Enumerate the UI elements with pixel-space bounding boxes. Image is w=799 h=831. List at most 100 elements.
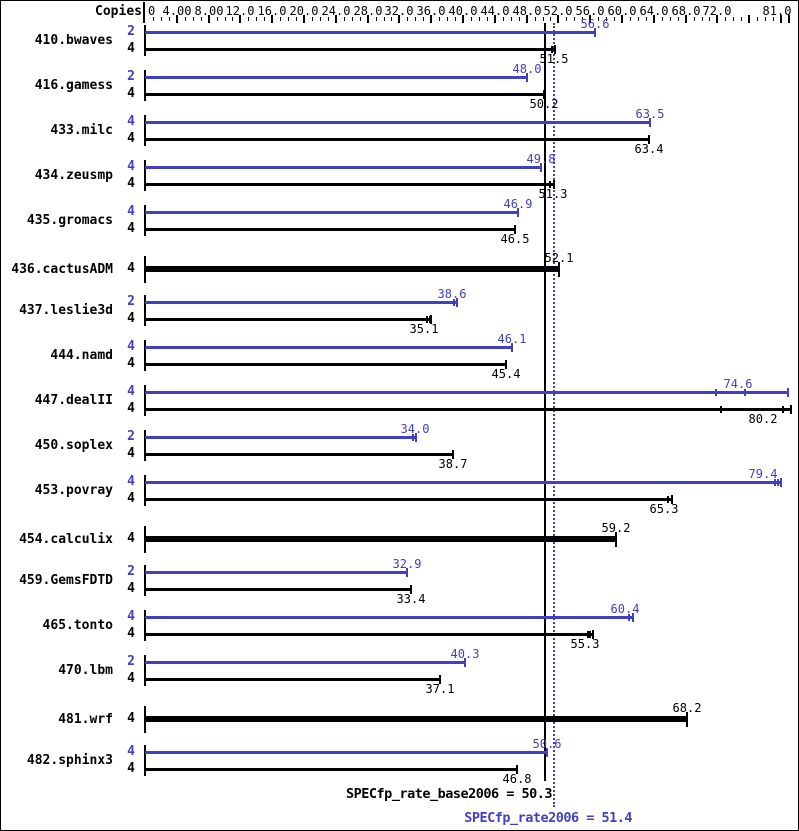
axis-minor-tick	[320, 17, 321, 21]
copies-value: 4	[127, 159, 135, 174]
bar-peak	[145, 436, 416, 439]
bar-peak	[145, 661, 465, 664]
axis-minor-tick	[280, 17, 281, 21]
axis-tick-label: 24.0	[321, 4, 351, 18]
bar-value-label: 38.6	[437, 287, 467, 301]
bar-value-label: 63.4	[634, 142, 664, 156]
bar-base	[145, 768, 517, 771]
axis-tick-label: 60.0	[607, 4, 637, 18]
copies-value: 4	[127, 86, 135, 101]
copies-value: 4	[127, 761, 135, 776]
axis-minor-tick	[407, 17, 408, 21]
axis-minor-tick	[725, 17, 726, 21]
bar-base	[145, 453, 453, 456]
axis-minor-tick	[352, 17, 353, 21]
benchmark-label: 436.cactusADM	[11, 262, 113, 277]
axis-tick-label: 44.0	[480, 4, 510, 18]
bar-group-spine	[144, 70, 146, 101]
bar-value-label: 63.5	[635, 107, 665, 121]
bar-peak	[145, 571, 407, 574]
bar-end-cap	[406, 568, 408, 577]
copies-value: 4	[127, 114, 135, 129]
axis-tick-label: 48.0	[512, 4, 542, 18]
axis-minor-tick	[773, 17, 774, 21]
axis-minor-tick	[630, 17, 631, 21]
axis-tick-label: 56.0	[575, 4, 605, 18]
bar-base	[145, 228, 515, 231]
copies-value: 4	[127, 531, 135, 546]
axis-minor-tick	[161, 17, 162, 21]
copies-value: 4	[127, 609, 135, 624]
bar-base	[145, 588, 411, 591]
axis-origin-line	[143, 2, 145, 23]
copies-value: 4	[127, 401, 135, 416]
axis-minor-tick	[662, 17, 663, 21]
axis-minor-tick	[678, 17, 679, 21]
bar-end-cap	[526, 73, 528, 82]
axis-tick-label: 52.0	[543, 4, 573, 18]
bar-value-label: 40.3	[450, 647, 480, 661]
copies-value: 4	[127, 581, 135, 596]
axis-minor-tick	[296, 17, 297, 21]
axis-tick-label: 64.0	[639, 4, 669, 18]
bar-value-label: 50.2	[529, 97, 559, 111]
axis-major-tick	[430, 15, 432, 23]
axis-minor-tick	[391, 17, 392, 21]
bar-value-label: 38.7	[438, 457, 468, 471]
axis-tick-label: 20.0	[289, 4, 319, 18]
bar-value-label: 60.4	[610, 602, 640, 616]
bar-group-spine	[144, 610, 146, 641]
copies-value: 4	[127, 711, 135, 726]
axis-tick-label: 4.00	[162, 4, 192, 18]
copies-value: 4	[127, 176, 135, 191]
axis-major-tick	[748, 15, 750, 23]
run-mark	[667, 496, 669, 503]
axis-minor-tick	[225, 17, 226, 21]
bar-value-label: 51.3	[538, 187, 568, 201]
bar-peak	[145, 76, 527, 79]
axis-major-tick	[788, 15, 790, 23]
bar-value-label: 79.4	[748, 467, 778, 481]
axis-minor-tick	[670, 17, 671, 21]
bar-end-cap	[452, 450, 454, 459]
bar-base	[145, 183, 554, 186]
copies-value: 4	[127, 356, 135, 371]
bar-end-cap	[780, 478, 782, 487]
axis-minor-tick	[535, 17, 536, 21]
axis-major-tick	[685, 15, 687, 23]
bar-group-spine	[144, 160, 146, 191]
run-mark	[715, 389, 717, 396]
copies-value: 4	[127, 744, 135, 759]
bar-peak	[145, 31, 595, 34]
run-mark	[777, 479, 779, 486]
bar-end-cap	[511, 343, 513, 352]
benchmark-label: 433.milc	[50, 123, 113, 138]
bar-value-label: 65.3	[649, 502, 679, 516]
axis-minor-tick	[598, 17, 599, 21]
axis-minor-tick	[439, 17, 440, 21]
peak-score-text: SPECfp_rate2006 = 51.4	[464, 810, 632, 826]
benchmark-label: 453.povray	[34, 483, 113, 498]
bar-value-label: 74.6	[723, 377, 753, 391]
bar-group-spine	[144, 655, 146, 686]
benchmark-label: 444.namd	[50, 348, 113, 363]
axis-minor-tick	[550, 17, 551, 21]
copies-value: 4	[127, 474, 135, 489]
copies-value: 2	[127, 429, 135, 444]
bar-base	[145, 536, 616, 542]
bar-peak	[145, 211, 518, 214]
bar-peak	[145, 346, 512, 349]
axis-minor-tick	[193, 17, 194, 21]
bar-base	[145, 408, 791, 411]
copies-value: 4	[127, 261, 135, 276]
bar-end-cap	[505, 360, 507, 369]
copies-value: 4	[127, 204, 135, 219]
copies-value: 4	[127, 41, 135, 56]
axis-minor-tick	[503, 17, 504, 21]
axis-minor-tick	[423, 17, 424, 21]
bar-end-cap	[686, 712, 688, 727]
copies-header-label: Copies	[95, 4, 142, 19]
bar-group-spine	[144, 385, 146, 416]
axis-tick-label: 0	[148, 4, 156, 18]
bar-end-cap	[553, 180, 555, 189]
